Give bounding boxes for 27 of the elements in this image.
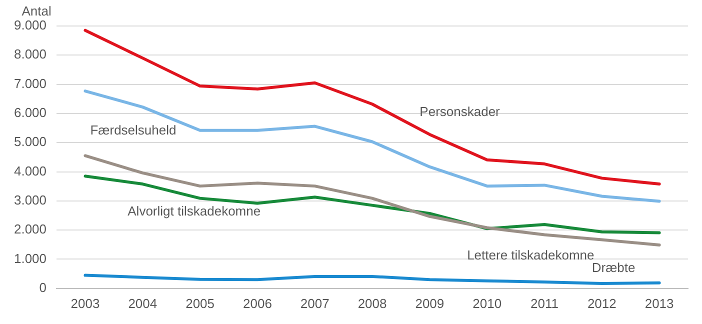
series-label: Færdselsuheld	[90, 122, 176, 138]
x-tick-label: 2003	[70, 296, 100, 311]
y-tick-label: 1.000	[14, 250, 47, 266]
x-tick-label: 2009	[415, 296, 444, 311]
series-label: Lettere tilskadekomne	[467, 247, 594, 262]
y-tick-label: 6.000	[14, 105, 47, 120]
y-tick-label: 4.000	[14, 163, 47, 178]
series-label: Dræbte	[592, 260, 636, 276]
y-axis-title: Antal	[22, 4, 52, 19]
x-tick-label: 2006	[242, 296, 272, 311]
series-label: Personskader	[420, 104, 501, 120]
y-tick-label: 9.000	[14, 18, 47, 33]
x-tick-label: 2007	[300, 296, 330, 311]
x-tick-label: 2012	[587, 296, 616, 311]
series-label: Alvorligt tilskadekomne	[128, 204, 261, 219]
y-tick-label: 8.000	[14, 46, 47, 62]
y-tick-label: 7.000	[14, 76, 47, 91]
x-tick-label: 2008	[358, 296, 387, 311]
x-tick-label: 2011	[530, 296, 558, 311]
x-tick-label: 2013	[644, 296, 674, 311]
x-tick-label: 2004	[128, 296, 158, 311]
x-tick-label: 2005	[186, 296, 215, 311]
y-tick-label: 0	[39, 280, 47, 295]
y-tick-label: 5.000	[14, 134, 47, 150]
y-tick-label: 3.000	[14, 192, 47, 208]
y-tick-label: 2.000	[14, 222, 47, 237]
x-tick-label: 2010	[472, 296, 502, 311]
